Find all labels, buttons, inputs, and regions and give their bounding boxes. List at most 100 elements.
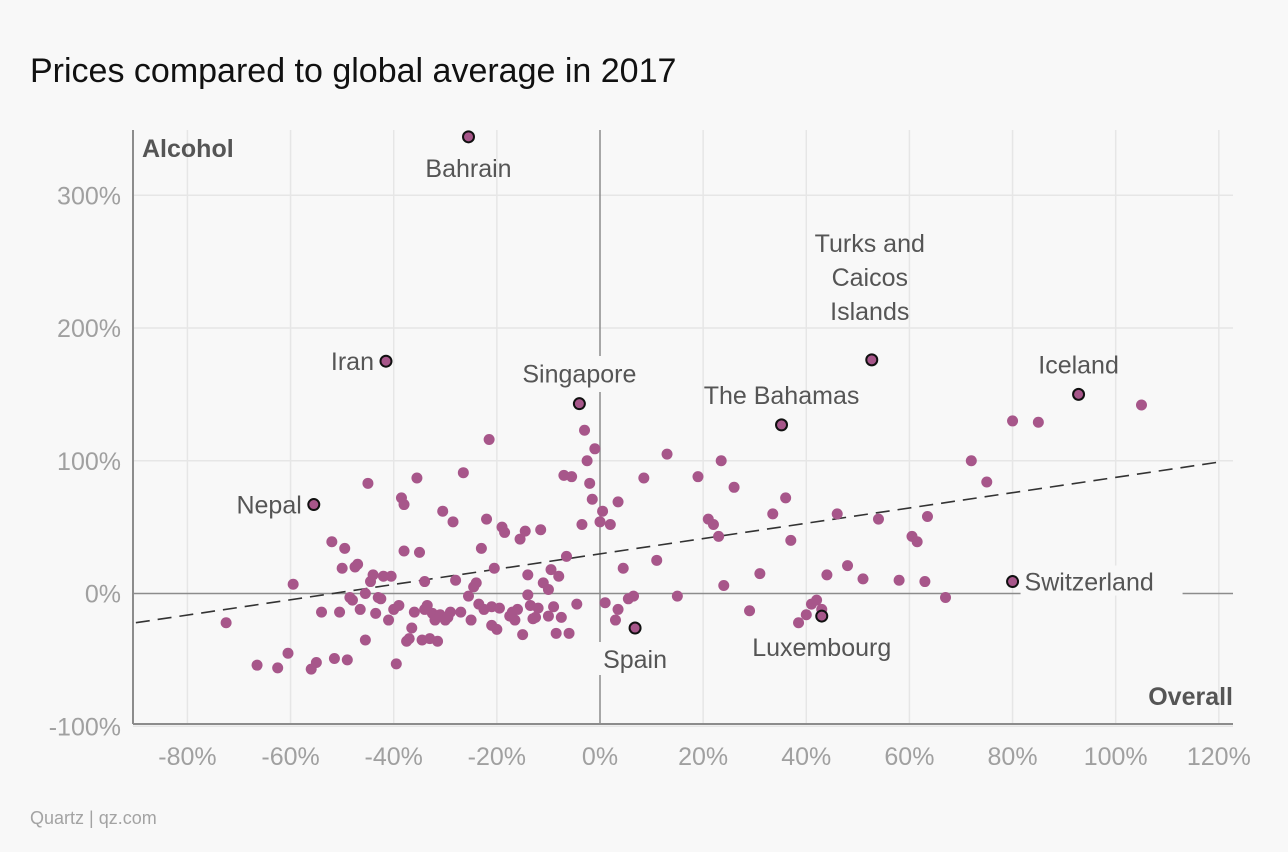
data-point bbox=[465, 614, 477, 626]
data-point bbox=[576, 518, 588, 530]
highlighted-point bbox=[775, 418, 789, 432]
data-point bbox=[821, 569, 833, 581]
data-point bbox=[359, 588, 371, 599]
data-point bbox=[555, 611, 567, 623]
data-point bbox=[535, 524, 547, 536]
data-point bbox=[793, 617, 805, 629]
data-point bbox=[517, 629, 529, 641]
data-point bbox=[457, 467, 469, 479]
data-point bbox=[542, 584, 554, 596]
data-point bbox=[718, 580, 730, 592]
data-point bbox=[421, 599, 433, 611]
data-point bbox=[715, 455, 727, 467]
data-point bbox=[800, 609, 812, 621]
x-tick-label: 20% bbox=[678, 743, 728, 771]
data-point bbox=[385, 570, 397, 582]
data-point bbox=[893, 574, 905, 586]
x-tick-label: 0% bbox=[582, 743, 618, 771]
data-point bbox=[604, 518, 616, 530]
data-point bbox=[609, 614, 621, 626]
data-point bbox=[393, 599, 405, 611]
data-point bbox=[671, 590, 683, 602]
data-point bbox=[548, 601, 560, 613]
data-point bbox=[220, 617, 232, 629]
data-point bbox=[545, 564, 557, 576]
point-annotations: Bahrain Iran Singapore Nepal Spain Luxembourg… bbox=[236, 155, 1183, 674]
data-point bbox=[831, 508, 843, 520]
data-point bbox=[911, 536, 923, 548]
x-axis-label: Overall bbox=[1148, 683, 1233, 711]
data-point bbox=[362, 477, 374, 489]
data-point bbox=[530, 611, 542, 623]
data-point bbox=[780, 492, 792, 504]
point-label: Nepal bbox=[236, 492, 301, 520]
data-point bbox=[450, 574, 462, 586]
data-point bbox=[488, 562, 500, 574]
data-point bbox=[339, 542, 351, 554]
data-point bbox=[628, 590, 640, 602]
data-point bbox=[316, 606, 328, 618]
data-point bbox=[599, 597, 611, 609]
data-point bbox=[785, 534, 797, 546]
data-point bbox=[470, 577, 482, 589]
data-point bbox=[352, 558, 364, 570]
point-label: Iran bbox=[331, 348, 374, 376]
data-point bbox=[661, 448, 673, 460]
data-point bbox=[563, 627, 575, 639]
point-label: Turks and Caicos Islands bbox=[815, 230, 925, 326]
x-tick-label: 60% bbox=[884, 743, 934, 771]
y-tick-label: 0% bbox=[85, 581, 121, 609]
data-point bbox=[398, 499, 410, 511]
data-point bbox=[1135, 399, 1147, 411]
data-point bbox=[272, 662, 284, 674]
data-point bbox=[346, 594, 358, 606]
data-point bbox=[594, 516, 606, 528]
data-point bbox=[367, 569, 379, 581]
source-credit: Quartz | qz.com bbox=[30, 808, 157, 828]
data-point bbox=[586, 493, 598, 505]
y-tick-label: -100% bbox=[49, 713, 121, 741]
data-point bbox=[462, 590, 474, 602]
x-tick-label: -20% bbox=[468, 743, 526, 771]
data-point bbox=[336, 562, 348, 574]
data-point bbox=[857, 573, 869, 585]
data-point bbox=[617, 562, 629, 574]
data-point bbox=[455, 606, 467, 618]
data-point bbox=[444, 606, 456, 618]
x-tick-label: 40% bbox=[781, 743, 831, 771]
axis-layer bbox=[132, 130, 1233, 725]
data-point bbox=[447, 516, 459, 528]
data-point bbox=[481, 513, 493, 525]
data-point bbox=[411, 472, 423, 484]
data-point bbox=[354, 603, 366, 615]
data-point bbox=[571, 598, 583, 610]
data-point bbox=[579, 424, 591, 436]
y-tick-label: 100% bbox=[57, 448, 121, 476]
y-tick-label: 200% bbox=[57, 315, 121, 343]
data-point bbox=[692, 471, 704, 483]
data-point bbox=[390, 658, 402, 670]
data-point bbox=[514, 533, 526, 545]
data-point bbox=[532, 602, 544, 614]
data-point bbox=[767, 508, 779, 520]
data-point bbox=[612, 603, 624, 615]
data-point bbox=[334, 606, 346, 618]
data-point bbox=[406, 622, 418, 634]
data-point bbox=[511, 603, 523, 615]
data-point bbox=[491, 623, 503, 635]
point-label: Bahrain bbox=[425, 155, 511, 183]
data-point bbox=[522, 569, 534, 581]
data-point bbox=[811, 594, 823, 606]
point-label: Switzerland bbox=[1025, 569, 1154, 597]
data-point bbox=[375, 593, 387, 605]
data-point bbox=[981, 476, 993, 488]
data-point bbox=[713, 530, 725, 542]
x-tick-label: -80% bbox=[158, 743, 216, 771]
data-point bbox=[612, 496, 624, 508]
data-point bbox=[581, 455, 593, 467]
data-point bbox=[919, 576, 931, 588]
data-point bbox=[940, 591, 952, 603]
data-point bbox=[414, 546, 426, 558]
x-tick-label: 120% bbox=[1187, 743, 1251, 771]
point-label: The Bahamas bbox=[704, 382, 860, 410]
